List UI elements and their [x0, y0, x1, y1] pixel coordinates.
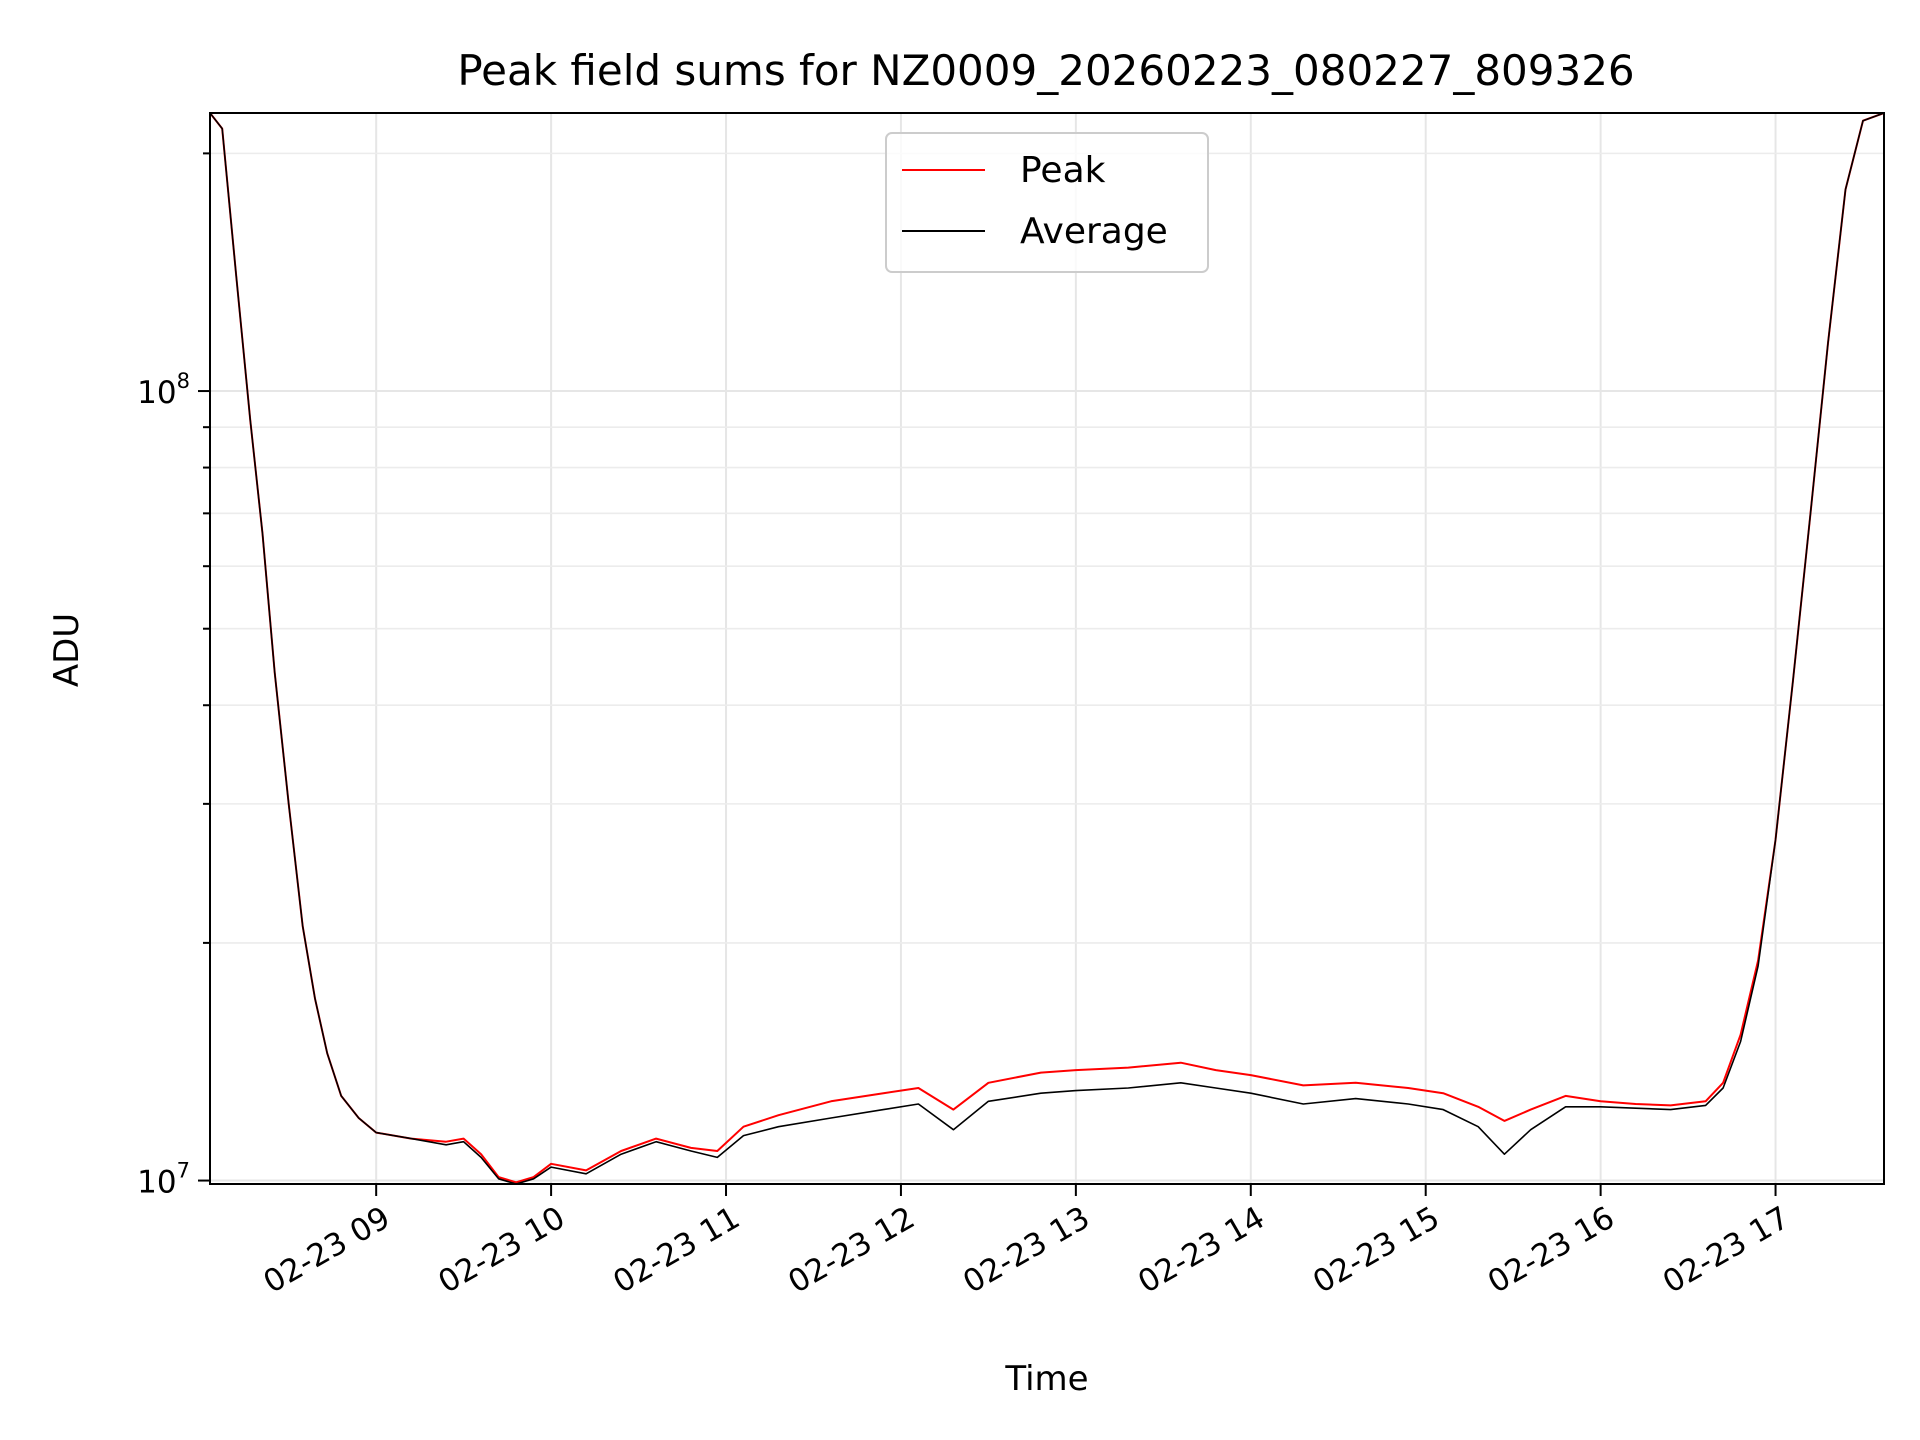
- legend: Peak Average: [885, 132, 1209, 273]
- y-axis-label: ADU: [47, 613, 87, 687]
- legend-label-peak: Peak: [1020, 150, 1106, 191]
- x-axis-label: Time: [1004, 1359, 1088, 1399]
- plot-frame: [209, 112, 1885, 1185]
- legend-box: [885, 132, 1209, 273]
- series-line-average: [210, 113, 1884, 1184]
- y-axis-ticks: 107 108: [137, 152, 210, 1201]
- y-tick-label-1: 108: [137, 369, 190, 411]
- legend-label-average: Average: [1020, 211, 1168, 252]
- y-tick-label-0: 107: [137, 1159, 190, 1201]
- chart-title: Peak field sums for NZ0009_20260223_0802…: [457, 46, 1634, 95]
- grid: [210, 113, 1884, 1184]
